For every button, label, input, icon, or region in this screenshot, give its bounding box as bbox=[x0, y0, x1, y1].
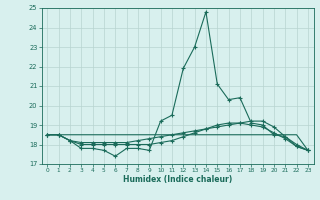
X-axis label: Humidex (Indice chaleur): Humidex (Indice chaleur) bbox=[123, 175, 232, 184]
